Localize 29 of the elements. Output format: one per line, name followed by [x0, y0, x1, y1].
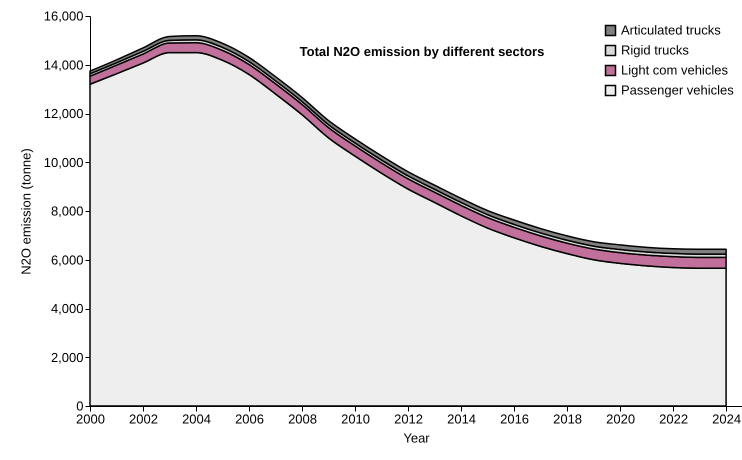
y-tick-label: 12,000	[44, 106, 84, 121]
legend-label: Articulated trucks	[621, 22, 722, 38]
legend-label: Light com vehicles	[621, 62, 728, 78]
y-tick-label: 14,000	[44, 57, 84, 72]
y-tick-label: 4,000	[50, 301, 84, 316]
x-tick-label: 2000	[76, 412, 105, 426]
x-tick-label: 2004	[182, 412, 211, 426]
y-tick-label: 10,000	[44, 154, 84, 170]
x-tick-label: 2022	[659, 412, 688, 426]
x-tick-label: 2014	[447, 412, 476, 426]
text: Total N2O emission by different sectors	[300, 44, 544, 59]
x-axis-title: Year	[403, 430, 430, 446]
x-tick-label: 2018	[553, 412, 582, 426]
y-tick-label: 8,000	[50, 204, 84, 218]
y-tick-label: 6,000	[50, 252, 84, 268]
x-tick-label: 2006	[235, 412, 264, 426]
x-tick-label: 2016	[500, 412, 530, 426]
legend-label: Rigid trucks	[621, 42, 690, 58]
x-tick-label: 2010	[341, 412, 370, 426]
x-tick-label: 2008	[288, 412, 317, 426]
x-tick-label: 2020	[606, 412, 636, 426]
y-tick-label: 0	[76, 398, 84, 414]
x-tick-label: 2012	[394, 412, 424, 426]
x-tick-label: 2002	[129, 412, 158, 426]
y-tick-label: 16,000	[44, 8, 84, 24]
x-tick-label: 2024	[712, 412, 742, 426]
legend-label: Passenger vehicles	[621, 82, 734, 98]
y-tick-label: 2,000	[50, 350, 84, 365]
y-axis-title: N2O emission (tonne)	[18, 148, 34, 275]
